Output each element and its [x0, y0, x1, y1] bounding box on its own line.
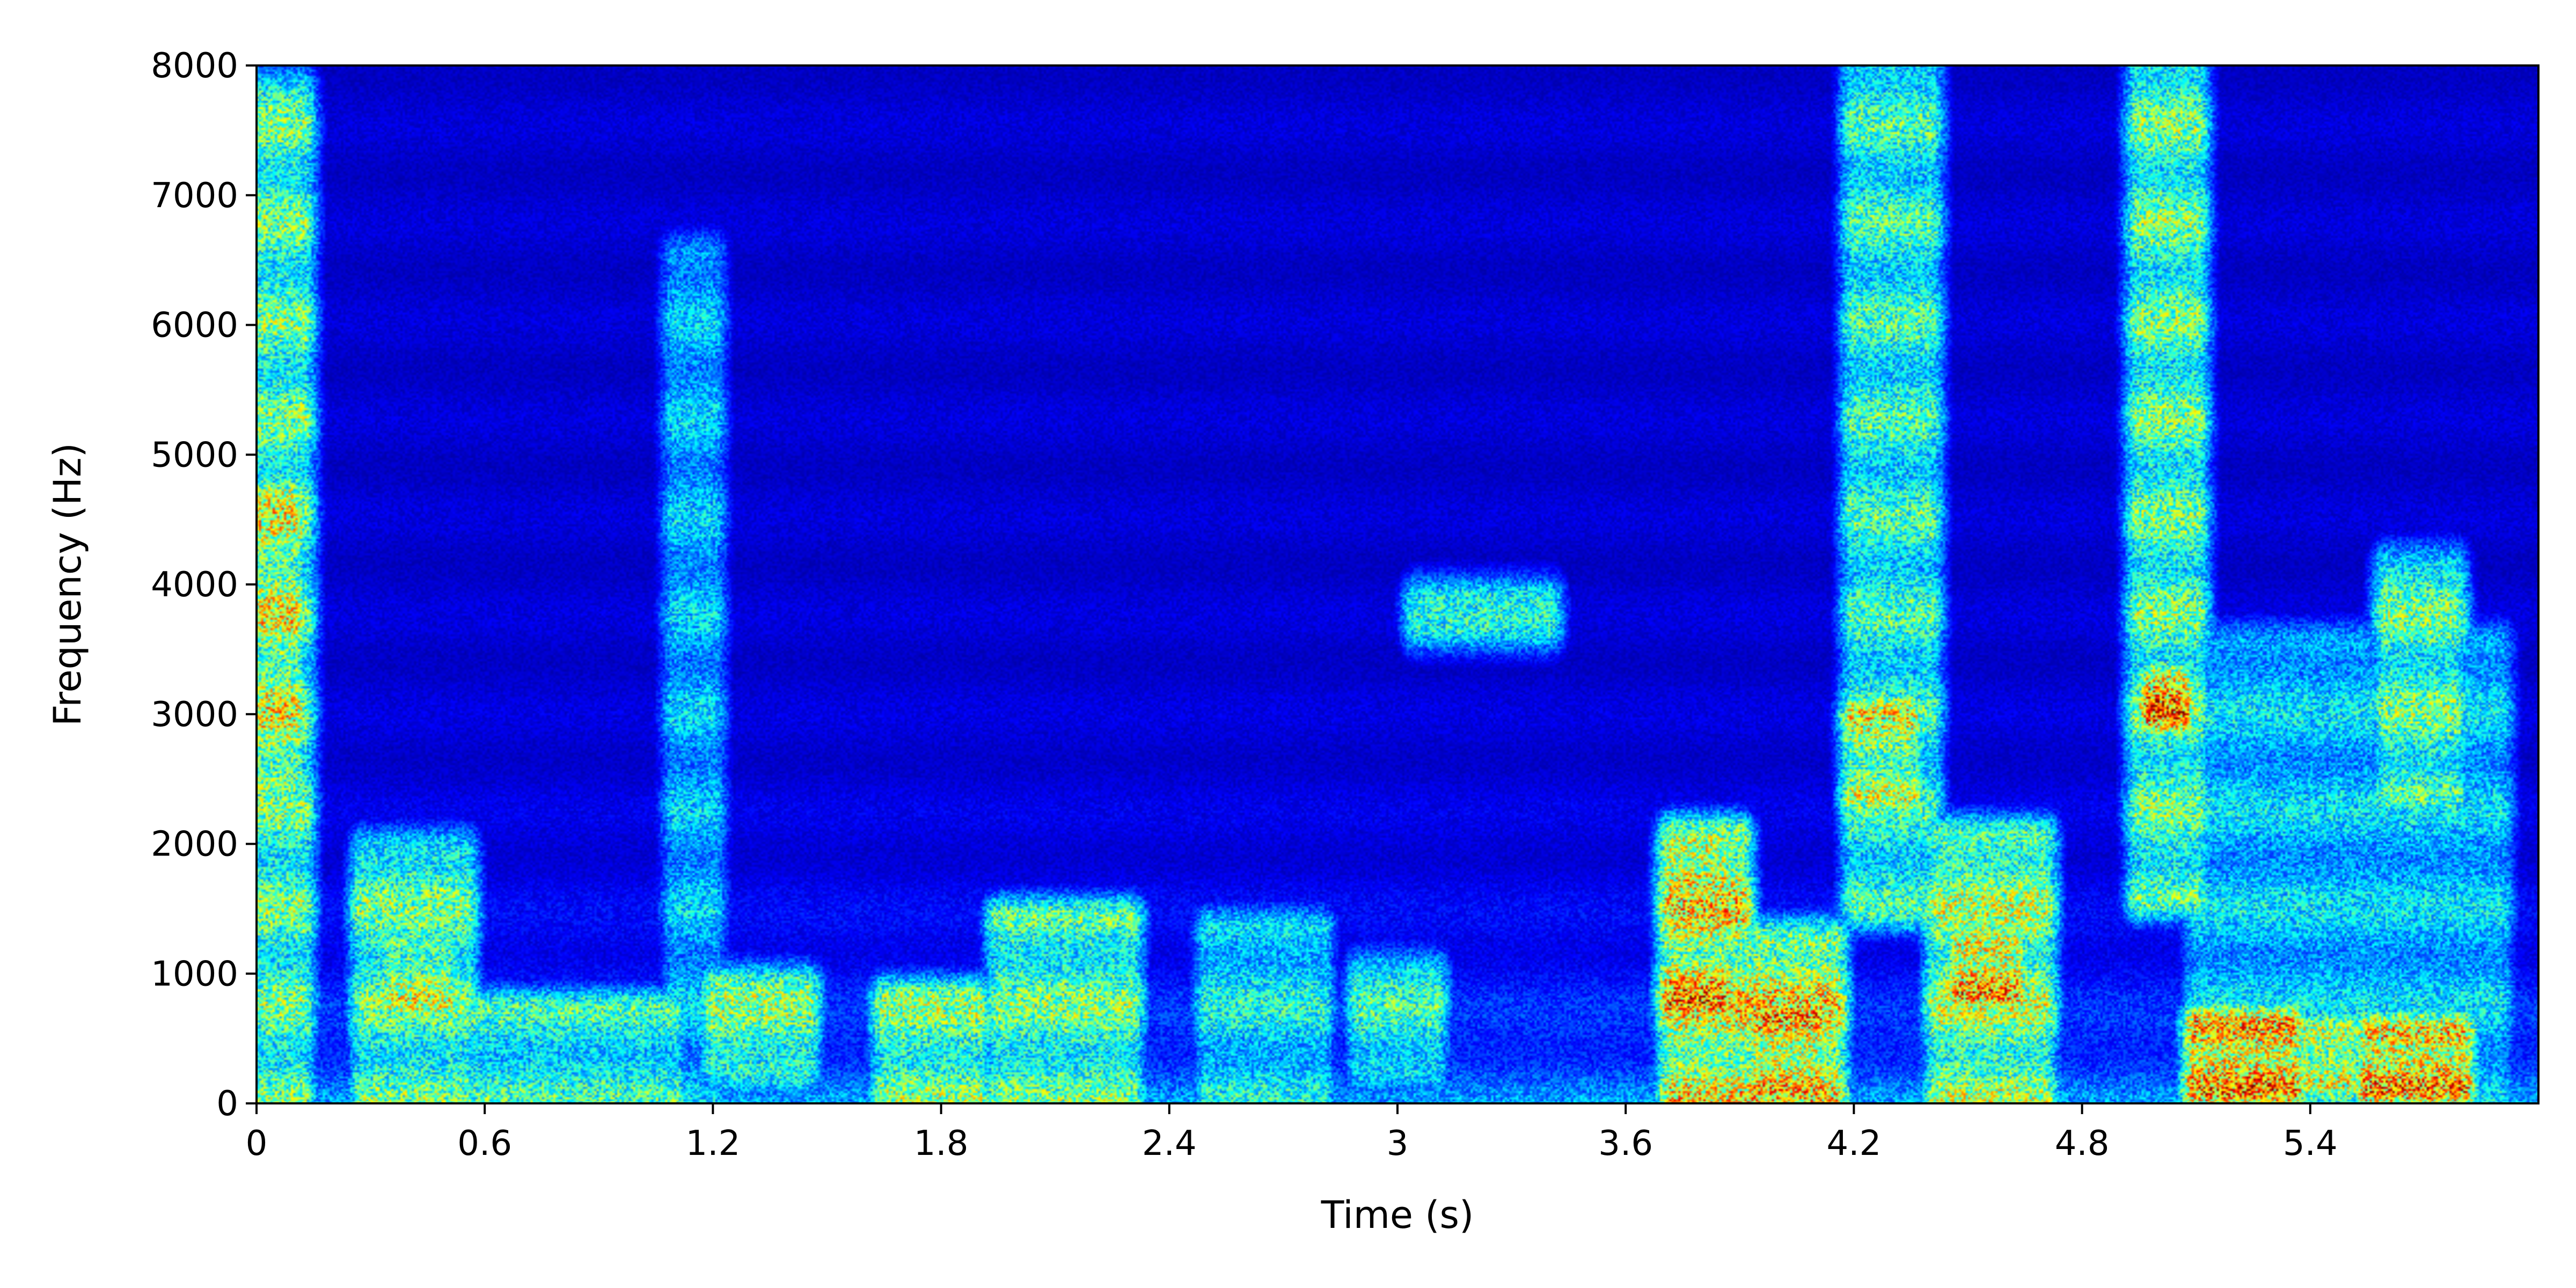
- x-tick-label: 1.8: [914, 1124, 969, 1163]
- y-axis: 0 1000 2000 3000 4000 5000 6000 7000 8000: [151, 46, 257, 1124]
- y-tick-label: 7000: [151, 176, 238, 216]
- y-axis-label: Frequency (Hz): [46, 443, 90, 726]
- y-tick-label: 8000: [151, 46, 238, 86]
- x-tick-label: 0.6: [457, 1124, 512, 1163]
- y-tick-label: 2000: [151, 825, 238, 865]
- y-tick-label: 4000: [151, 565, 238, 605]
- y-tick-label: 0: [216, 1084, 238, 1124]
- x-tick-label: 3: [1387, 1124, 1409, 1163]
- x-tick-label: 4.8: [2055, 1124, 2110, 1163]
- y-tick-label: 5000: [151, 435, 238, 475]
- x-axis-label: Time (s): [1321, 1193, 1474, 1237]
- x-tick-label: 1.2: [686, 1124, 741, 1163]
- x-tick-label: 3.6: [1598, 1124, 1653, 1163]
- x-tick-label: 0: [246, 1124, 268, 1163]
- x-tick-label: 5.4: [2283, 1124, 2338, 1163]
- x-tick-label: 2.4: [1142, 1124, 1197, 1163]
- x-tick-label: 4.2: [1827, 1124, 1882, 1163]
- plot-area: [255, 64, 2540, 1104]
- y-tick-label: 6000: [151, 306, 238, 346]
- y-tick-label: 3000: [151, 695, 238, 735]
- x-axis: 0 0.6 1.2 1.8 2.4 3 3.6 4.2 4.8 5.4: [246, 1103, 2338, 1163]
- y-tick-label: 1000: [151, 954, 238, 994]
- spectrogram-image: [257, 65, 2538, 1103]
